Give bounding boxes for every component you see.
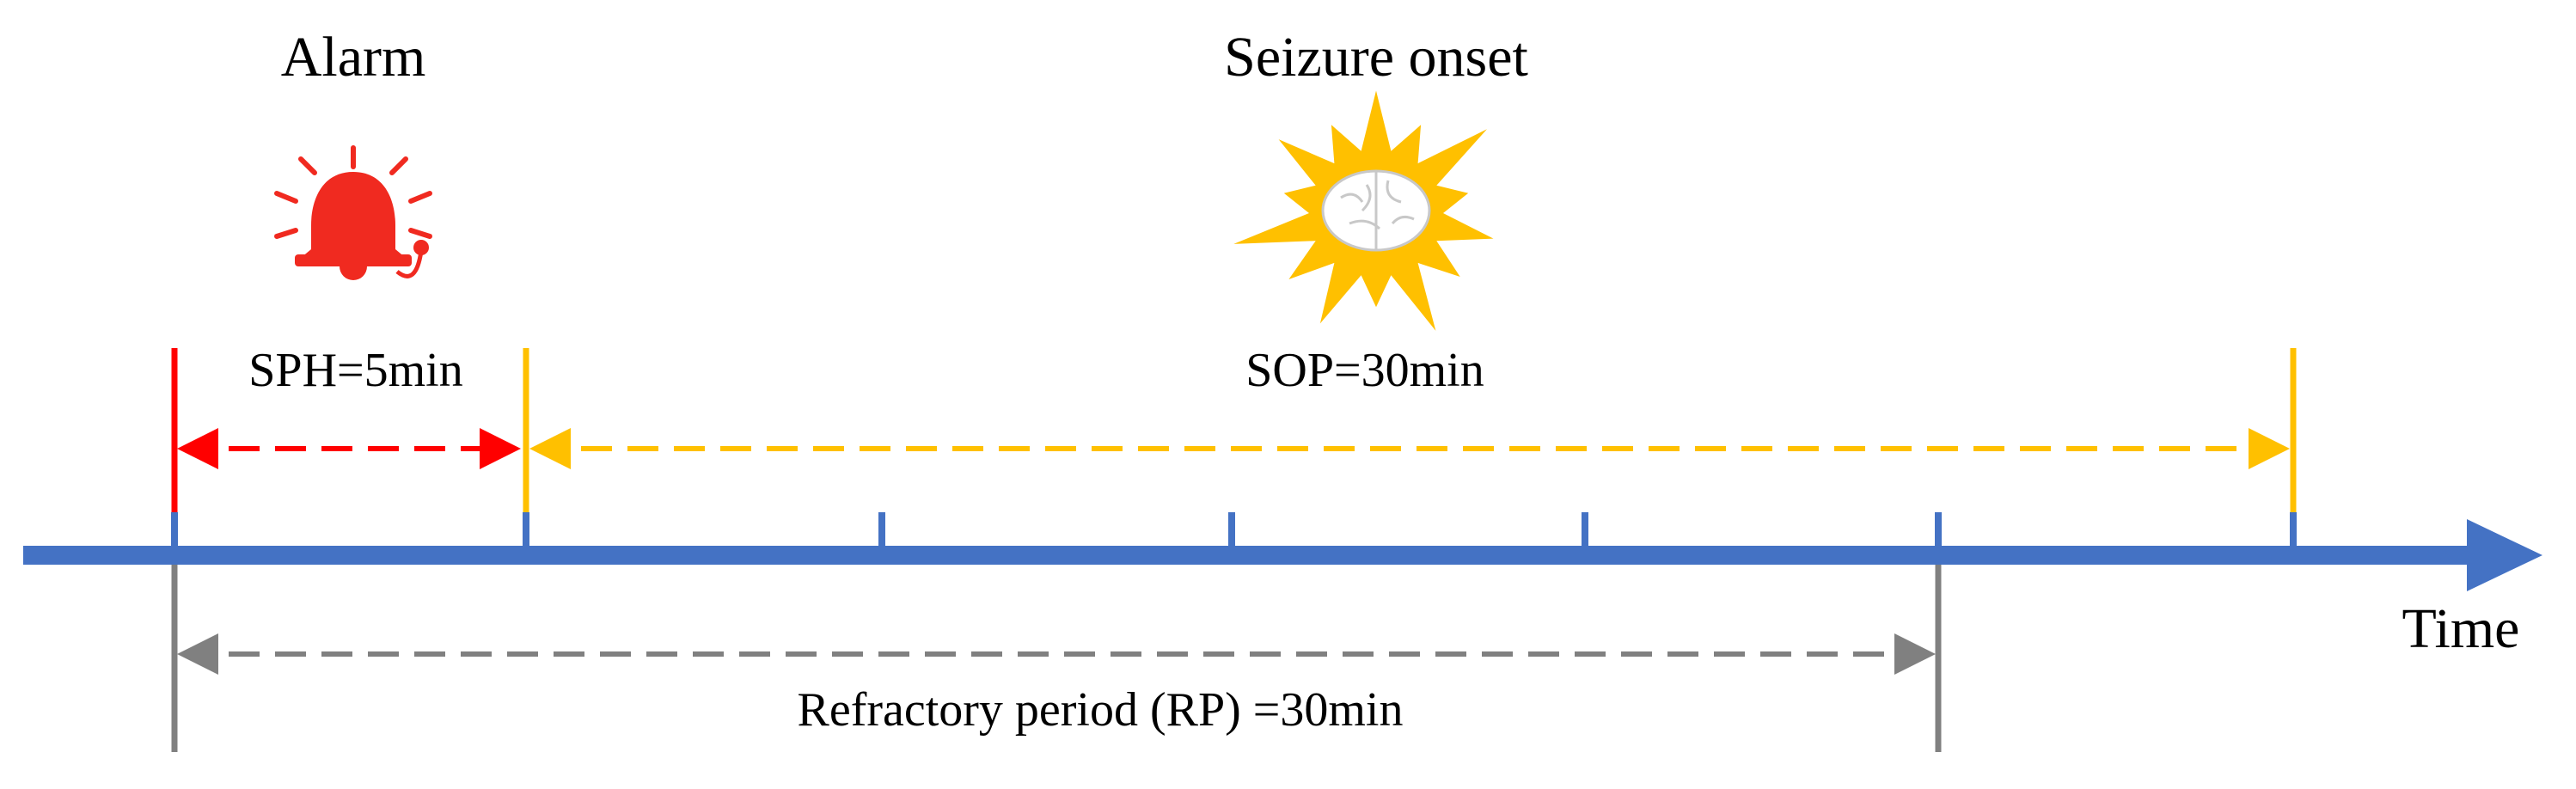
axis-arrowhead xyxy=(2467,519,2542,591)
alarm-label: Alarm xyxy=(281,26,426,89)
sop-label: SOP=30min xyxy=(1245,344,1484,397)
rp-label: Refractory period (RP) =30min xyxy=(798,683,1404,737)
axis-ticks xyxy=(171,512,2297,555)
seizure-icon xyxy=(1233,90,1494,331)
sph-label: SPH=5min xyxy=(248,344,462,397)
alarm-bell-icon xyxy=(274,145,432,280)
brain xyxy=(1321,169,1431,252)
time-axis xyxy=(23,512,2542,591)
time-label: Time xyxy=(2402,597,2520,660)
seizure-onset-label: Seizure onset xyxy=(1224,26,1528,89)
